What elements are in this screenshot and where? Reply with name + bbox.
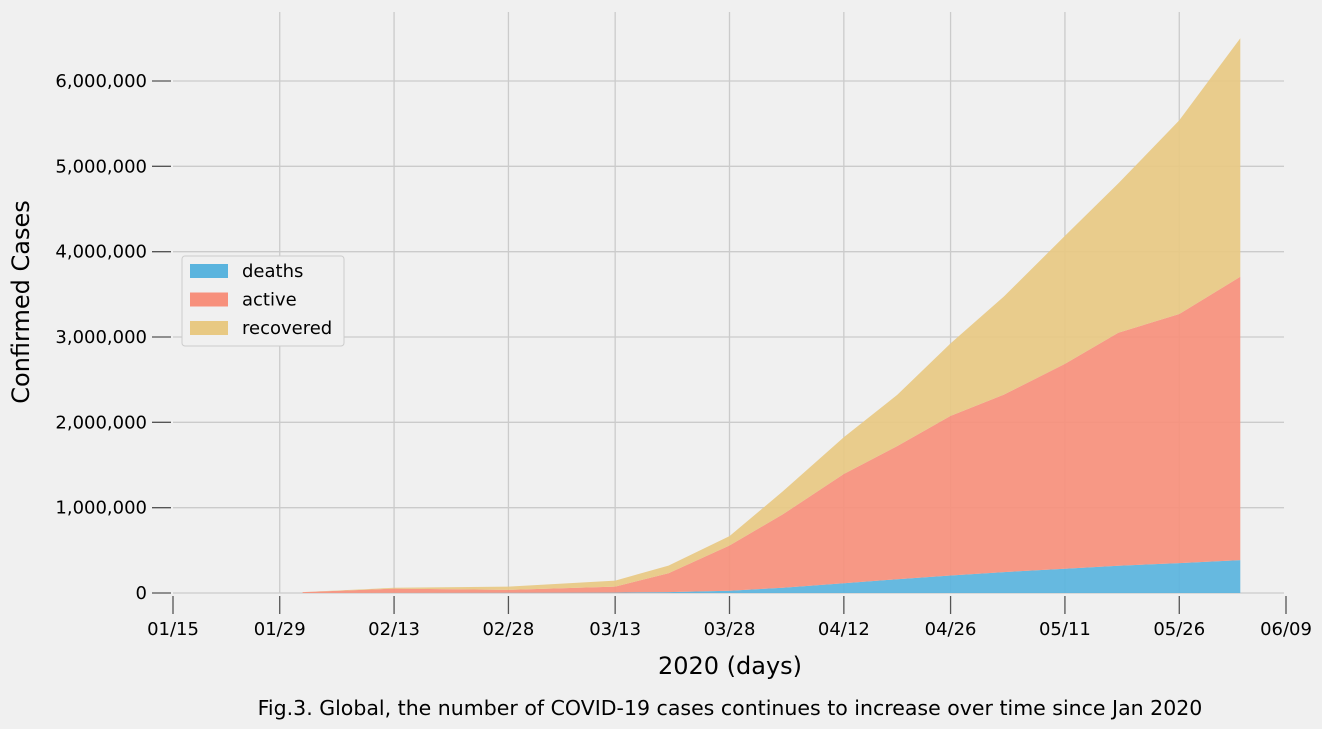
x-tick-label: 05/11: [1039, 619, 1091, 640]
x-axis-title: 2020 (days): [658, 652, 802, 680]
legend-swatch-deaths: [190, 264, 228, 278]
y-tick-label: 1,000,000: [55, 498, 147, 519]
area-active: [302, 276, 1241, 593]
x-tick-label: 06/09: [1260, 619, 1312, 640]
x-tick-label: 03/28: [704, 619, 756, 640]
x-tick-label: 04/12: [818, 619, 870, 640]
legend-swatch-active: [190, 292, 228, 307]
x-tick-label: 01/29: [254, 619, 306, 640]
figure-caption: Fig.3. Global, the number of COVID-19 ca…: [258, 696, 1203, 720]
y-tick-label: 0: [136, 583, 147, 604]
x-tick-label: 03/13: [589, 619, 641, 640]
x-tick-label: 02/13: [368, 619, 420, 640]
area-deaths: [302, 560, 1241, 593]
y-tick-label: 6,000,000: [55, 71, 147, 92]
legend: deaths active recovered: [181, 255, 345, 347]
y-tick-label: 2,000,000: [55, 412, 147, 433]
area-recovered: [302, 38, 1241, 593]
legend-swatch-recovered: [190, 321, 228, 335]
x-tick-label: 04/26: [925, 619, 977, 640]
legend-label-recovered: recovered: [242, 318, 332, 339]
axes: 0 1,000,000 2,000,000 3,000,000 4,000,000 5,0…: [55, 71, 1312, 640]
legend-label-deaths: deaths: [242, 261, 303, 282]
y-tick-label: 3,000,000: [55, 327, 147, 348]
x-tick-label: 01/15: [147, 619, 199, 640]
y-tick-label: 4,000,000: [55, 242, 147, 263]
x-tick-label: 02/28: [482, 619, 534, 640]
x-tick-label: 05/26: [1153, 619, 1205, 640]
stacked-areas: [302, 38, 1241, 593]
y-tick-label: 5,000,000: [55, 156, 147, 177]
legend-label-active: active: [242, 290, 297, 311]
y-axis-title: Confirmed Cases: [7, 200, 35, 403]
